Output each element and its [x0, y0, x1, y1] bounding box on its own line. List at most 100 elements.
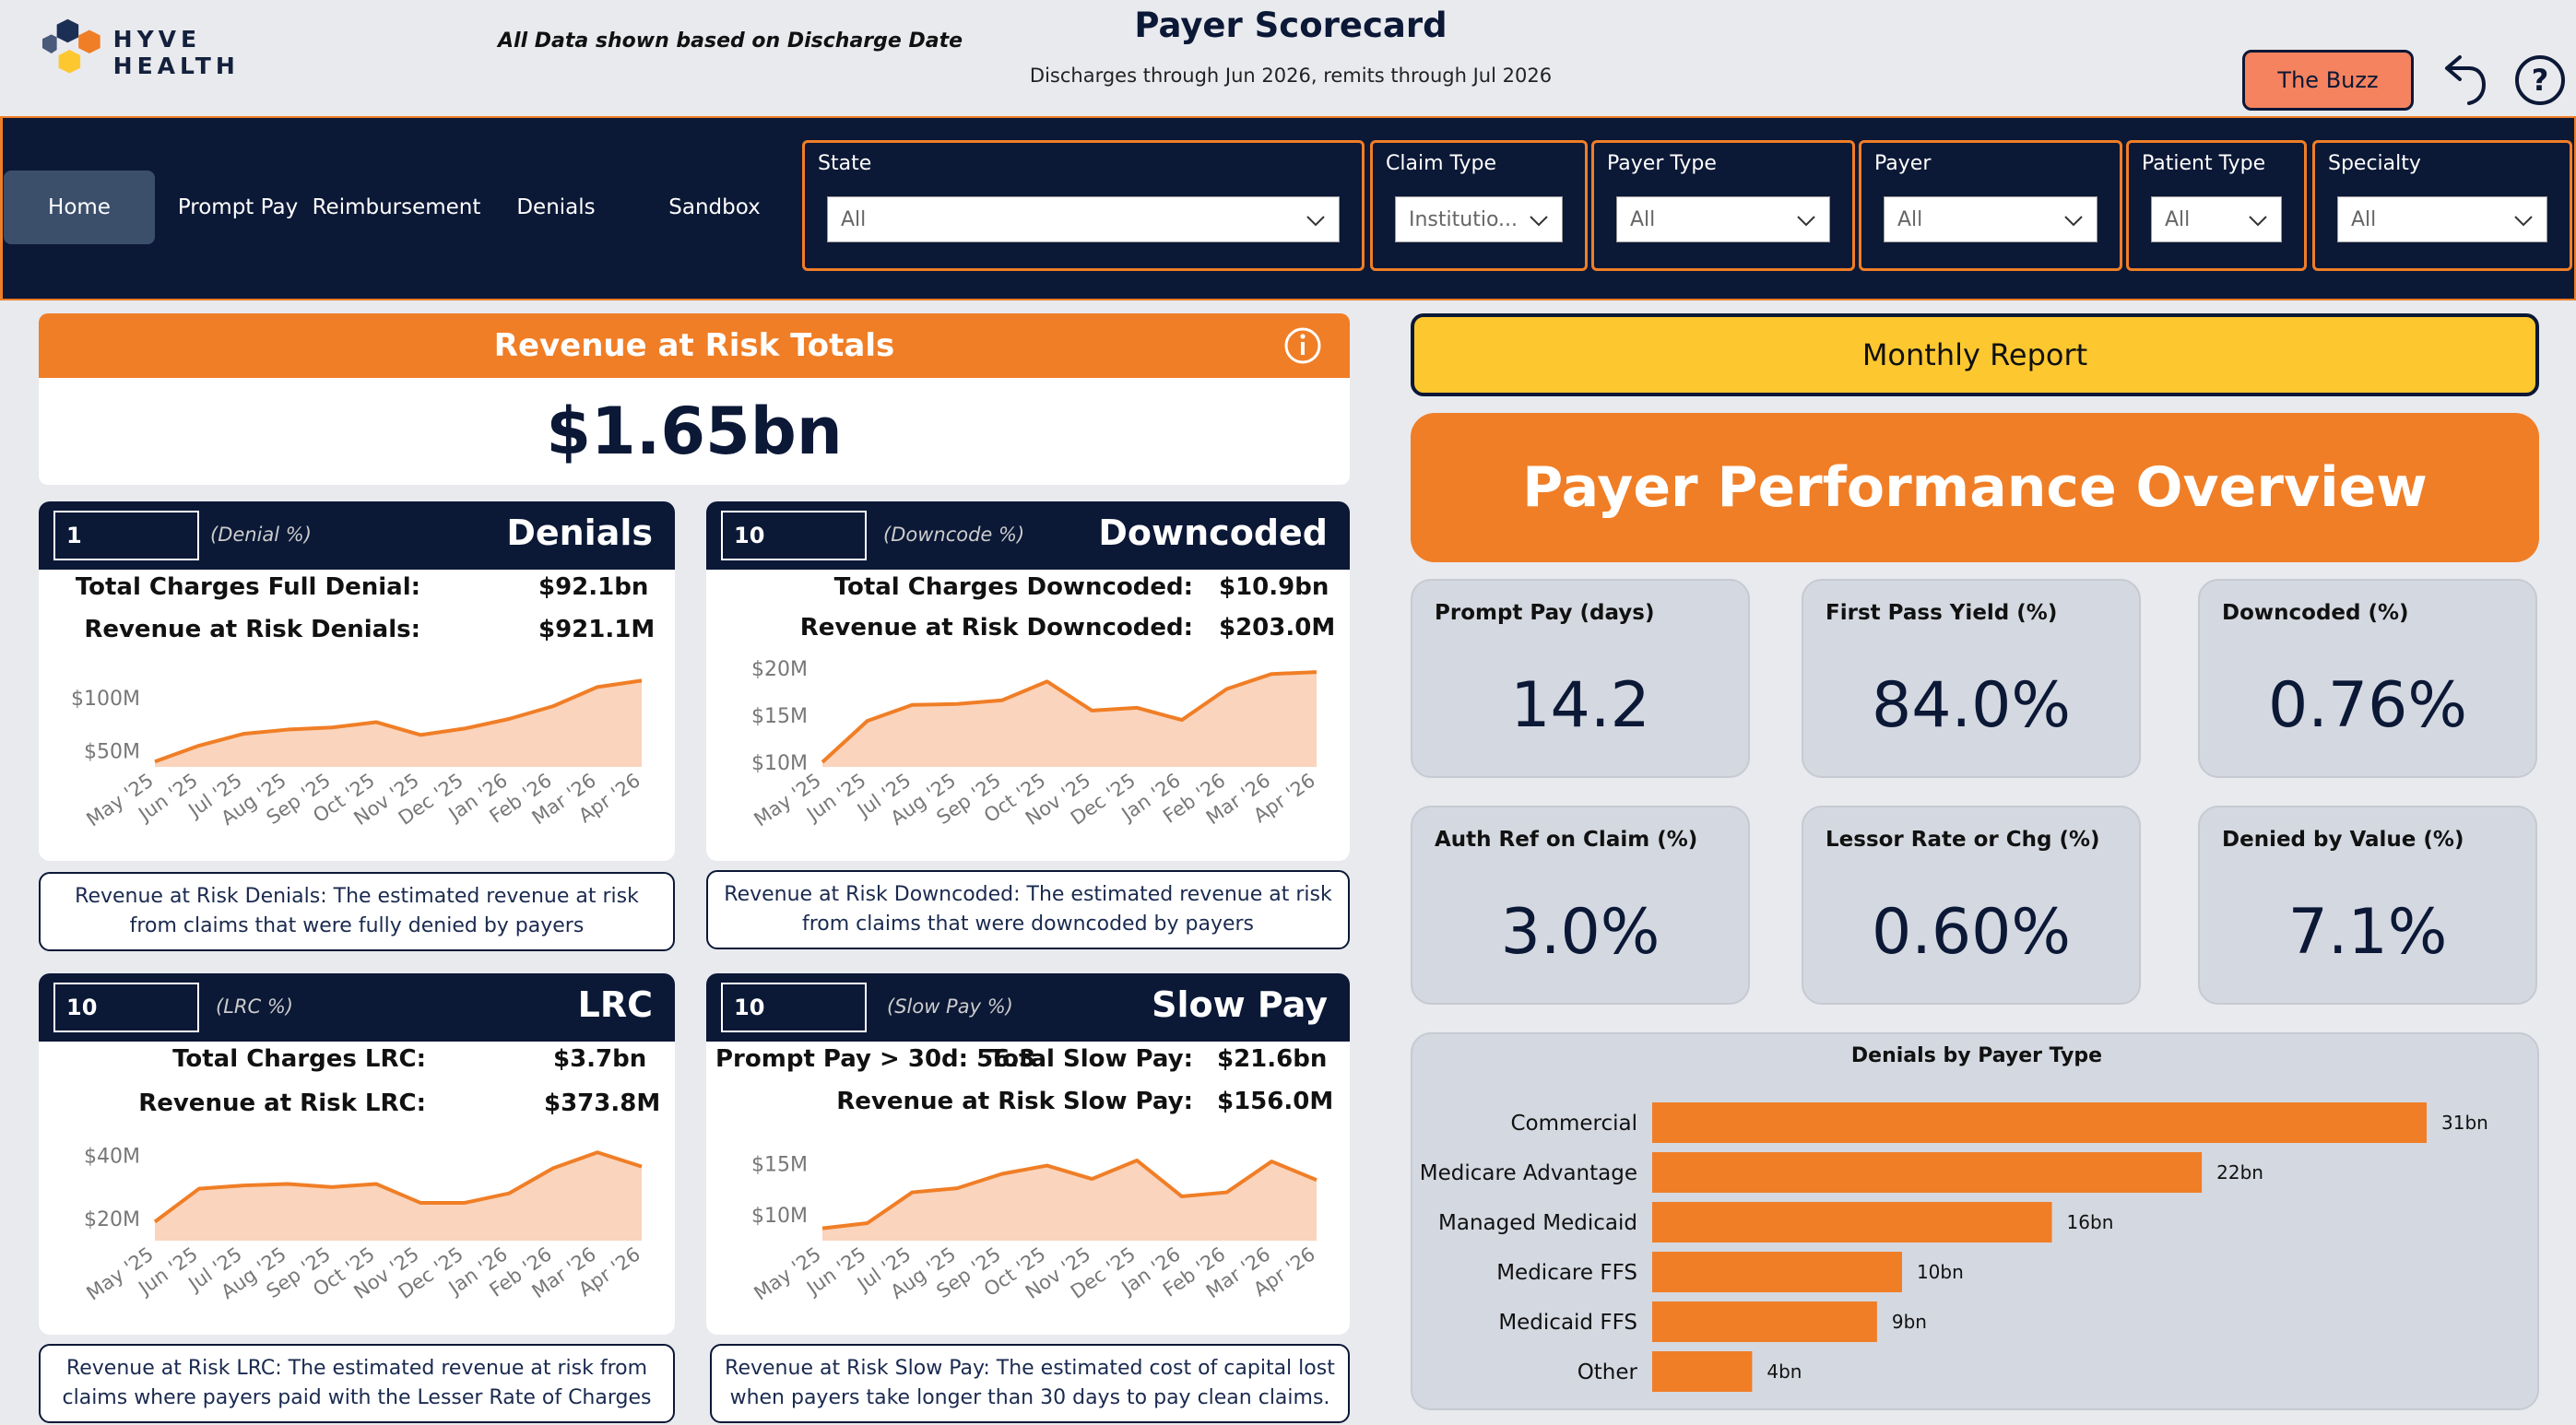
denials-card: 1 (Denial %) Denials Total Charges Full … — [39, 501, 675, 861]
card-header: 10 (Downcode %) Downcoded — [706, 501, 1350, 570]
revenue-at-risk-title: Revenue at Risk Totals — [493, 327, 895, 364]
stat-value: $921.1M — [538, 616, 656, 643]
filter-label: Payer — [1874, 152, 1932, 175]
denials-description: Revenue at Risk Denials: The estimated r… — [39, 872, 675, 951]
kpi-value: 0.60% — [1871, 896, 2072, 969]
series-area — [822, 672, 1317, 767]
card-title: Slow Pay — [1152, 984, 1328, 1025]
page-title: Payer Scorecard — [1134, 6, 1448, 45]
chevron-down-icon — [2514, 216, 2533, 227]
category-label: Medicare Advantage — [1420, 1161, 1637, 1185]
payer-performance-overview-title: Payer Performance Overview — [1411, 413, 2539, 562]
y-tick-label: $40M — [84, 1146, 140, 1169]
filter-label: State — [818, 152, 872, 175]
slow-pay-percent-input[interactable]: 10 — [721, 983, 867, 1032]
filter-state: State All — [802, 140, 1365, 271]
series-line — [821, 670, 1318, 764]
dropdown-value: All — [1630, 207, 1656, 231]
stat-value: $3.7bn — [553, 1045, 647, 1073]
denials-by-payer-type-chart: Denials by Payer Type Commercial 31bn Medic… — [1420, 1044, 2488, 1392]
chevron-down-icon — [2249, 216, 2267, 227]
data-note: All Data shown based on Discharge Date — [498, 29, 963, 53]
nav-denials[interactable]: Denials — [516, 195, 596, 219]
lrc-card: 10 (LRC %) LRC Total Charges LRC: $3.7bn… — [39, 973, 675, 1335]
specialty-dropdown[interactable]: All — [2337, 196, 2547, 242]
revenue-at-risk-header: Revenue at Risk Totals — [39, 313, 1350, 378]
kpi-downcoded: Downcoded (%) 0.76% — [2198, 579, 2537, 778]
stat-label: Revenue at Risk LRC: — [138, 1089, 426, 1117]
filter-label: Patient Type — [2142, 152, 2266, 175]
data-label: 31bn — [2441, 1112, 2488, 1134]
kpi-value: 14.2 — [1510, 669, 1650, 742]
stat-value: $10.9bn — [1219, 573, 1329, 601]
series-line — [153, 1150, 643, 1224]
stat-label: Total Charges Full Denial: — [75, 573, 420, 601]
slow-pay-description: Revenue at Risk Slow Pay: The estimated … — [710, 1344, 1350, 1423]
kpi-label: Denied by Value (%) — [2222, 828, 2464, 852]
kpi-label: First Pass Yield (%) — [1826, 601, 2058, 625]
category-label: Commercial — [1510, 1112, 1637, 1136]
filter-label: Claim Type — [1386, 152, 1497, 175]
bar — [1652, 1351, 1753, 1392]
kpi-prompt-pay: Prompt Pay (days) 14.2 — [1411, 579, 1750, 778]
info-icon[interactable] — [1283, 326, 1322, 365]
downcode-percent-input[interactable]: 10 — [721, 511, 867, 560]
kpi-label: Downcoded (%) — [2222, 601, 2409, 625]
patient-type-dropdown[interactable]: All — [2151, 196, 2282, 242]
stat-value: $373.8M — [544, 1089, 661, 1117]
lrc-description: Revenue at Risk LRC: The estimated reven… — [39, 1344, 675, 1423]
card-input-hint: (LRC %) — [216, 995, 293, 1018]
card-header: 10 (LRC %) LRC — [39, 973, 675, 1042]
stat-label: Revenue at Risk Slow Pay: — [836, 1088, 1193, 1115]
card-title: LRC — [577, 984, 653, 1025]
bar — [1652, 1202, 2052, 1242]
nav-reimbursement[interactable]: Reimbursement — [312, 195, 481, 219]
back-arrow-icon[interactable] — [2434, 50, 2489, 111]
payer-dropdown[interactable]: All — [1884, 196, 2097, 242]
y-tick-label: $15M — [751, 705, 808, 728]
stat-value: $203.0M — [1219, 614, 1336, 642]
nav-home[interactable]: Home — [4, 171, 155, 244]
category-label: Medicaid FFS — [1498, 1311, 1637, 1335]
series-line — [821, 1158, 1318, 1231]
kpi-label: Prompt Pay (days) — [1435, 601, 1655, 625]
y-tick-label: $10M — [751, 1205, 808, 1228]
y-tick-label: $15M — [751, 1153, 808, 1176]
the-buzz-button[interactable]: The Buzz — [2242, 50, 2414, 111]
card-input-hint: (Downcode %) — [883, 524, 1025, 546]
dropdown-value: All — [2351, 207, 2377, 231]
svg-text:?: ? — [2532, 63, 2549, 98]
kpi-value: 84.0% — [1871, 669, 2072, 742]
stat-label: Revenue at Risk Downcoded: — [799, 614, 1193, 642]
state-dropdown[interactable]: All — [827, 196, 1340, 242]
kpi-label: Lessor Rate or Chg (%) — [1826, 828, 2100, 852]
dropdown-value: All — [841, 207, 867, 231]
monthly-report-button[interactable]: Monthly Report — [1411, 313, 2539, 396]
data-label: 16bn — [2067, 1211, 2114, 1233]
card-header: 1 (Denial %) Denials — [39, 501, 675, 570]
filter-label: Payer Type — [1607, 152, 1717, 175]
help-icon[interactable]: ? — [2513, 53, 2567, 107]
y-tick-label: $100M — [71, 688, 140, 711]
page-subtitle: Discharges through Jun 2026, remits thro… — [1029, 65, 1553, 87]
chevron-down-icon — [1530, 216, 1548, 227]
kpi-denied-by-value: Denied by Value (%) 7.1% — [2198, 806, 2537, 1005]
claim-type-dropdown[interactable]: Institutio... — [1395, 196, 1563, 242]
stat-label: Total Charges LRC: — [172, 1045, 426, 1073]
data-label: 9bn — [1892, 1311, 1927, 1333]
brand-name: HYVE HEALTH — [112, 26, 240, 79]
payer-type-dropdown[interactable]: All — [1616, 196, 1830, 242]
nav-sandbox[interactable]: Sandbox — [668, 195, 761, 219]
data-label: 22bn — [2216, 1161, 2263, 1184]
bar — [1652, 1252, 1902, 1292]
bar — [1652, 1301, 1877, 1342]
stat-label: Total Charges Downcoded: — [833, 573, 1193, 601]
y-tick-label: $50M — [84, 741, 140, 764]
denial-percent-input[interactable]: 1 — [53, 511, 199, 560]
card-title: Denials — [506, 512, 653, 553]
lrc-percent-input[interactable]: 10 — [53, 983, 199, 1032]
nav-prompt-pay[interactable]: Prompt Pay — [177, 195, 299, 219]
stat-value: $92.1bn — [538, 573, 649, 601]
series-area — [155, 680, 642, 767]
downcoded-description: Revenue at Risk Downcoded: The estimated… — [706, 870, 1350, 949]
